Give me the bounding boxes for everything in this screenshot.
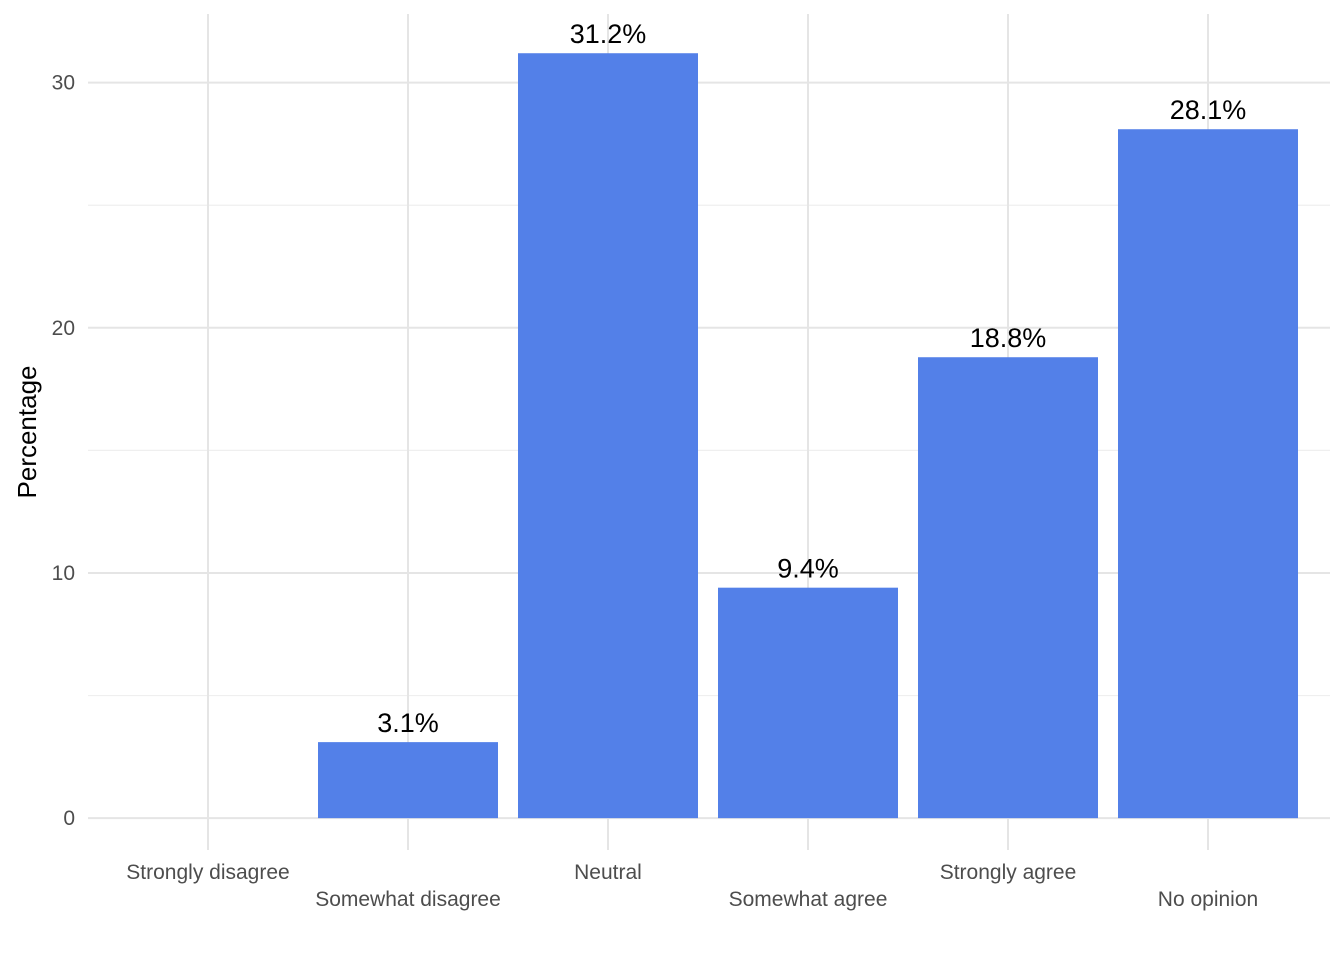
data-label: 9.4% <box>777 554 839 584</box>
y-axis-title: Percentage <box>12 366 42 499</box>
x-tick-label: Strongly disagree <box>126 861 289 884</box>
data-label: 28.1% <box>1170 95 1247 125</box>
data-label: 31.2% <box>570 19 647 49</box>
bar-no-opinion <box>1118 129 1298 819</box>
bar-strongly-agree <box>918 357 1098 819</box>
bars-layer <box>318 53 1298 819</box>
data-labels-layer: 3.1% 31.2% 9.4% 18.8% 28.1% <box>377 19 1246 738</box>
y-axis-ticks: 0 10 20 30 <box>52 72 75 830</box>
y-tick-label: 10 <box>52 562 75 585</box>
data-label: 3.1% <box>377 708 439 738</box>
bar-somewhat-disagree <box>318 742 498 819</box>
x-tick-label: Strongly agree <box>940 861 1077 884</box>
y-tick-label: 20 <box>52 317 75 340</box>
data-label: 18.8% <box>970 323 1047 353</box>
bar-somewhat-agree <box>718 587 898 819</box>
x-tick-label: Neutral <box>574 861 642 884</box>
x-tick-label: Somewhat disagree <box>315 888 501 911</box>
x-tick-label: No opinion <box>1158 888 1258 911</box>
y-tick-label: 0 <box>63 807 75 830</box>
y-tick-label: 30 <box>52 72 75 95</box>
x-axis-ticks: Strongly disagree Somewhat disagree Neutra… <box>126 861 1258 911</box>
bar-neutral <box>518 53 698 819</box>
x-tick-label: Somewhat agree <box>729 888 888 911</box>
